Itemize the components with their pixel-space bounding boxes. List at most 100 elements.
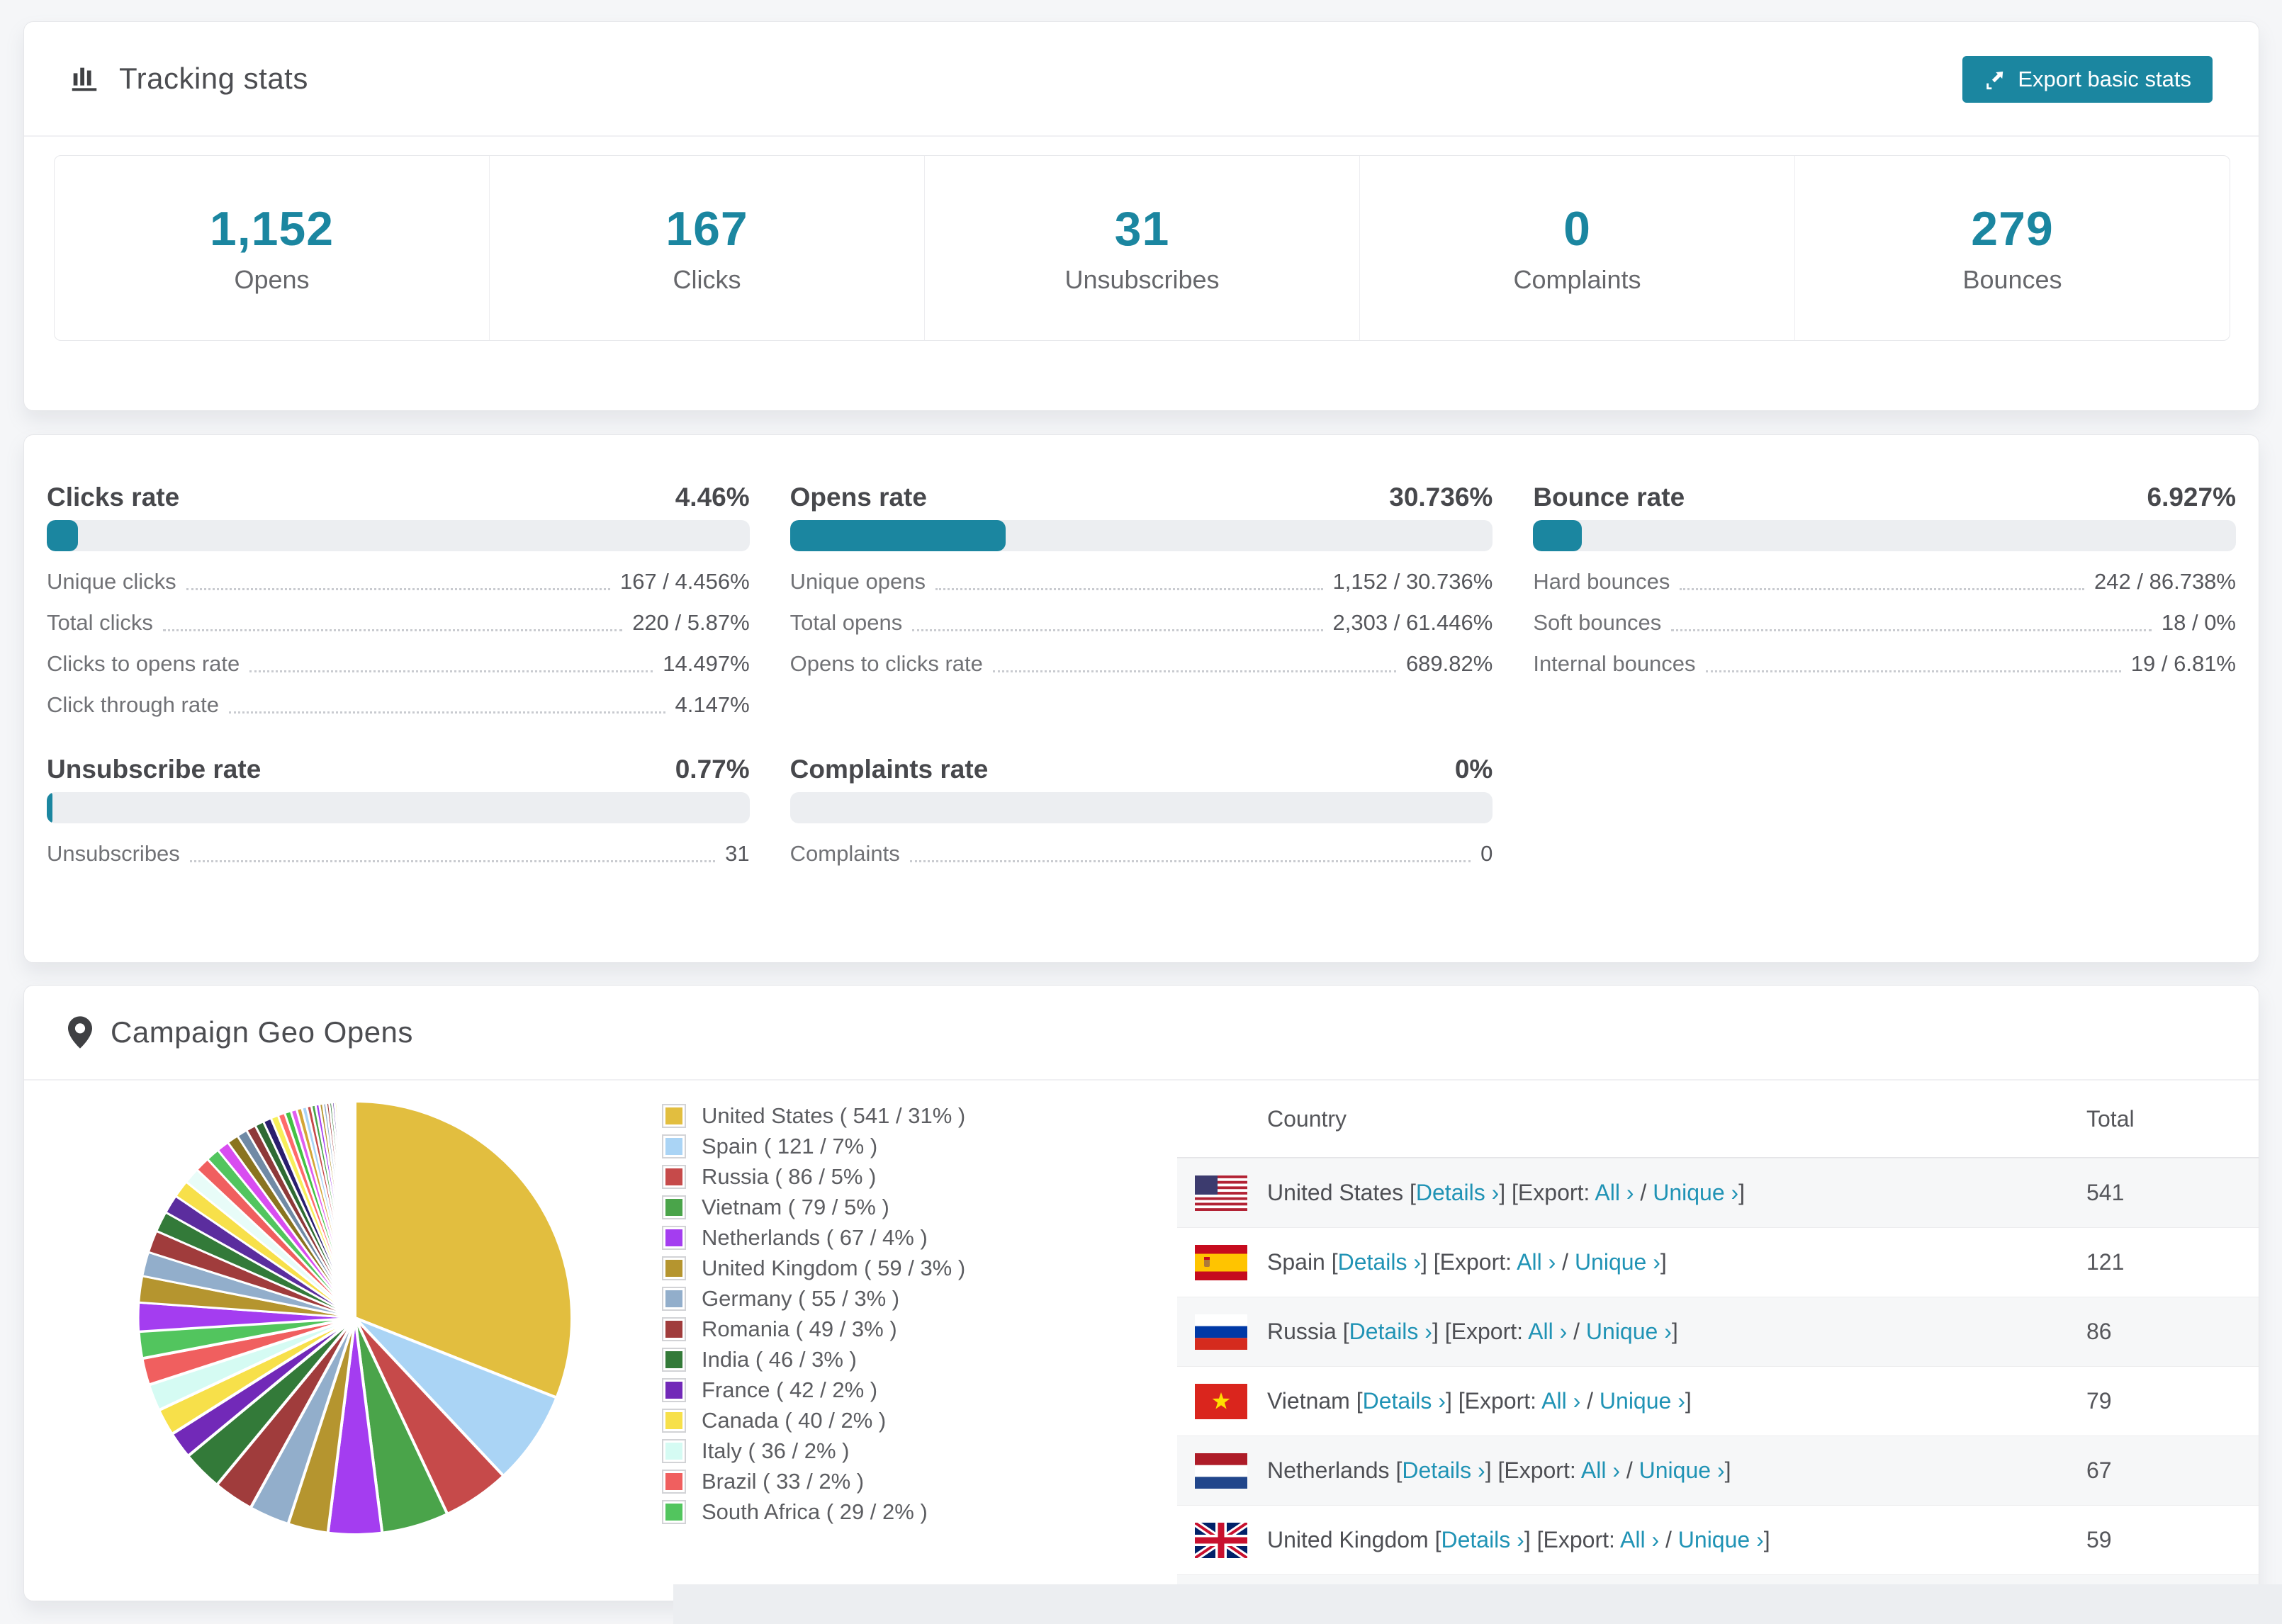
summary-stat-unsubscribes: 31 Unsubscribes <box>924 156 1359 340</box>
export-basic-stats-button[interactable]: Export basic stats <box>1962 56 2213 103</box>
legend-item-france: France ( 42 / 2% ) <box>662 1375 1172 1405</box>
legend-label: Canada ( 40 / 2% ) <box>702 1407 887 1433</box>
export-unique-link[interactable]: Unique › <box>1653 1180 1739 1205</box>
legend-label: India ( 46 / 3% ) <box>702 1346 857 1372</box>
row-links: [Details ›] [Export: All › / Unique ›] <box>1349 1388 1692 1414</box>
dotted-leader <box>1680 587 2085 590</box>
legend-item-canada: Canada ( 40 / 2% ) <box>662 1405 1172 1436</box>
legend-label: Germany ( 55 / 3% ) <box>702 1285 900 1311</box>
rate-row-value: 14.497% <box>663 651 750 676</box>
export-all-link[interactable]: All › <box>1517 1249 1556 1275</box>
ru-flag-icon <box>1195 1314 1247 1350</box>
summary-stat-bounces: 279 Bounces <box>1794 156 2230 340</box>
export-unique-link[interactable]: Unique › <box>1574 1249 1660 1275</box>
dotted-leader <box>228 711 665 714</box>
rate-value: 30.736% <box>1389 483 1493 512</box>
summary-label: Unsubscribes <box>1064 265 1220 294</box>
legend-swatch <box>662 1225 686 1250</box>
geo-table-row-es: Spain [Details ›] [Export: All › / Uniqu… <box>1177 1227 2259 1297</box>
country-cell: United States [Details ›] [Export: All ›… <box>1177 1175 2086 1211</box>
rate-row: Click through rate 4.147% <box>47 684 750 726</box>
export-all-link[interactable]: All › <box>1580 1457 1620 1483</box>
rate-title: Clicks rate <box>47 483 180 512</box>
total-cell: 67 <box>2086 1457 2112 1483</box>
summary-label: Bounces <box>1962 265 2062 294</box>
row-links: [Details ›] [Export: All › / Unique ›] <box>1389 1457 1731 1483</box>
export-unique-link[interactable]: Unique › <box>1677 1527 1764 1552</box>
rate-title: Opens rate <box>789 483 927 512</box>
es-flag-icon <box>1195 1244 1247 1280</box>
rate-row-value: 242 / 86.738% <box>2094 569 2236 594</box>
rate-row-label: Soft bounces <box>1533 610 1662 635</box>
rate-row-label: Unique opens <box>789 569 926 594</box>
legend-label: Italy ( 36 / 2% ) <box>702 1438 850 1463</box>
pie-slice-small[interactable] <box>353 1100 356 1319</box>
legend-item-italy: Italy ( 36 / 2% ) <box>662 1436 1172 1466</box>
rate-row-label: Opens to clicks rate <box>789 651 983 676</box>
rate-title-row: Clicks rate 4.46% <box>47 482 750 513</box>
us-flag-icon <box>1195 1175 1247 1211</box>
rate-panel-complaints-rate: Complaints rate 0% Complaints 0 <box>789 754 1493 874</box>
total-column-header: Total <box>2086 1105 2135 1132</box>
summary-stat-complaints: 0 Complaints <box>1359 156 1794 340</box>
legend-label: Romania ( 49 / 3% ) <box>702 1316 897 1341</box>
details-link[interactable]: Details › <box>1415 1180 1500 1205</box>
export-all-link[interactable]: All › <box>1595 1180 1634 1205</box>
total-cell: 59 <box>2086 1527 2112 1552</box>
tracking-stats-card: Tracking stats Export basic stats 1,152 O… <box>23 21 2259 411</box>
country-cell: Russia [Details ›] [Export: All › / Uniq… <box>1177 1314 2086 1350</box>
rate-title: Unsubscribe rate <box>47 755 262 784</box>
details-link[interactable]: Details › <box>1402 1457 1485 1483</box>
rate-row-value: 18 / 0% <box>2161 610 2236 635</box>
rate-row-value: 167 / 4.456% <box>619 569 750 594</box>
legend-label: France ( 42 / 2% ) <box>702 1377 878 1402</box>
total-cell: 79 <box>2086 1388 2112 1414</box>
export-all-link[interactable]: All › <box>1541 1388 1581 1414</box>
rate-row-value: 220 / 5.87% <box>632 610 750 635</box>
details-link[interactable]: Details › <box>1349 1319 1432 1344</box>
rate-title-row: Complaints rate 0% <box>790 754 1493 785</box>
legend-swatch <box>662 1469 686 1494</box>
rate-row-label: Hard bounces <box>1533 569 1670 594</box>
legend-item-united-kingdom: United Kingdom ( 59 / 3% ) <box>662 1253 1172 1283</box>
details-link[interactable]: Details › <box>1362 1388 1446 1414</box>
geo-table-row-gb: United Kingdom [Details ›] [Export: All … <box>1177 1505 2259 1574</box>
export-unique-link[interactable]: Unique › <box>1585 1319 1672 1344</box>
summary-value: 167 <box>665 202 748 256</box>
dotted-leader <box>1671 628 2152 631</box>
rate-progress-track <box>47 520 750 551</box>
rate-progress-track <box>789 520 1493 551</box>
rate-title-row: Opens rate 30.736% <box>790 482 1493 513</box>
rate-progress-track <box>1533 520 2236 551</box>
rate-row: Unique clicks 167 / 4.456% <box>47 561 750 602</box>
dotted-leader <box>912 628 1323 631</box>
total-cell: 121 <box>2086 1249 2125 1275</box>
legend-swatch <box>662 1377 686 1402</box>
legend-swatch <box>662 1103 686 1128</box>
export-all-link[interactable]: All › <box>1528 1319 1568 1344</box>
legend-item-india: India ( 46 / 3% ) <box>662 1344 1172 1375</box>
details-link[interactable]: Details › <box>1337 1249 1421 1275</box>
rate-rows: Hard bounces 242 / 86.738% Soft bounces 18 … <box>1533 561 2236 684</box>
rate-title-row: Unsubscribe rate 0.77% <box>47 754 750 785</box>
rate-row: Hard bounces 242 / 86.738% <box>1533 561 2236 602</box>
pie-slice-spain[interactable] <box>354 1316 559 1478</box>
export-all-link[interactable]: All › <box>1620 1527 1660 1552</box>
legend-item-vietnam: Vietnam ( 79 / 5% ) <box>662 1192 1172 1222</box>
dotted-leader <box>1705 670 2121 672</box>
legend-item-germany: Germany ( 55 / 3% ) <box>662 1283 1172 1314</box>
geo-pie-chart[interactable] <box>128 1091 582 1545</box>
export-unique-link[interactable]: Unique › <box>1639 1457 1725 1483</box>
export-unique-link[interactable]: Unique › <box>1599 1388 1685 1414</box>
rate-value: 0% <box>1454 755 1493 784</box>
map-pin-icon <box>68 1016 92 1049</box>
rate-row: Internal bounces 19 / 6.81% <box>1533 643 2236 684</box>
country-cell: Spain [Details ›] [Export: All › / Uniqu… <box>1177 1244 2086 1280</box>
details-link[interactable]: Details › <box>1441 1527 1524 1552</box>
country-cell: United Kingdom [Details ›] [Export: All … <box>1177 1519 2086 1561</box>
pie-slice-united-states[interactable] <box>354 1099 573 1400</box>
rate-title: Complaints rate <box>789 755 989 784</box>
rate-row-label: Unique clicks <box>47 569 176 594</box>
legend-item-spain: Spain ( 121 / 7% ) <box>662 1131 1172 1161</box>
rate-progress-track <box>47 792 750 823</box>
